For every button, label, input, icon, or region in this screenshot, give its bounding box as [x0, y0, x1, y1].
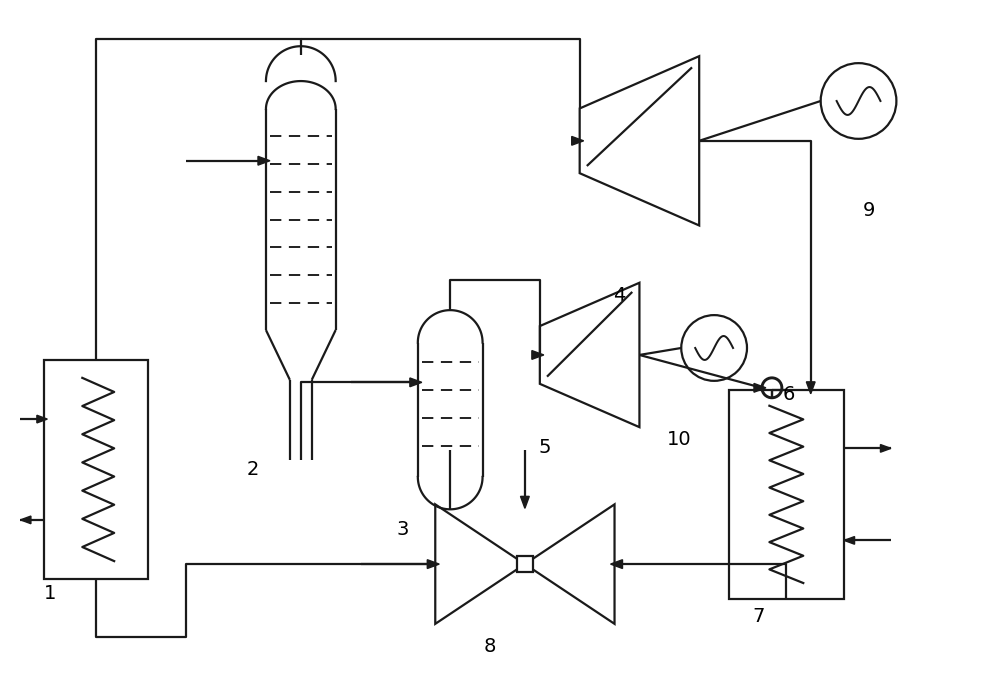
Polygon shape [427, 560, 439, 569]
Polygon shape [37, 415, 47, 423]
Bar [44, 360, 148, 579]
Text: 7: 7 [753, 607, 765, 626]
Polygon shape [20, 516, 31, 523]
Polygon shape [844, 536, 855, 544]
Polygon shape [754, 383, 766, 392]
Polygon shape [880, 445, 891, 452]
Text: 4: 4 [613, 285, 626, 305]
Text: 8: 8 [484, 637, 496, 657]
Text: 6: 6 [783, 386, 795, 404]
Polygon shape [258, 156, 270, 165]
Text: 2: 2 [247, 460, 259, 479]
Polygon shape [521, 497, 529, 508]
Bar [729, 390, 844, 599]
Bar [517, 556, 533, 572]
Text: 10: 10 [667, 430, 692, 449]
Text: 9: 9 [862, 201, 875, 220]
Polygon shape [806, 382, 815, 394]
Text: 5: 5 [539, 438, 551, 457]
Polygon shape [611, 560, 623, 569]
Polygon shape [532, 351, 544, 359]
Polygon shape [572, 137, 584, 145]
Text: 1: 1 [44, 584, 56, 604]
Polygon shape [410, 378, 422, 387]
Text: 3: 3 [396, 520, 409, 539]
